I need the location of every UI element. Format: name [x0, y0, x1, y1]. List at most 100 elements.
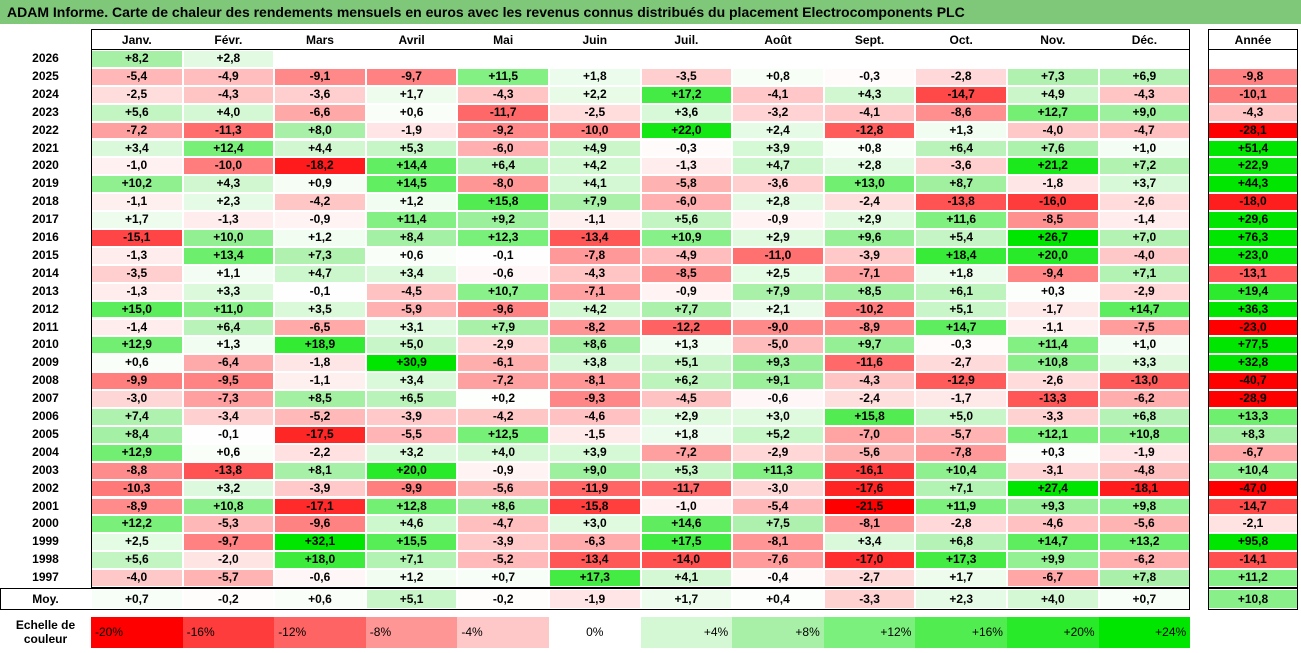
- heatmap-cell: +3,4: [366, 265, 457, 282]
- month-header: Nov.: [1040, 33, 1066, 47]
- heatmap-cell: +8,6: [458, 498, 548, 515]
- heatmap-cell: -0,6: [733, 391, 823, 407]
- heatmap-cell: +10,8: [1008, 355, 1098, 372]
- heatmap-cell: -3,4: [183, 409, 274, 425]
- heatmap-cell: +11,3: [733, 462, 823, 479]
- year-label: 2013: [32, 283, 59, 298]
- annual-cell: +44,3: [1209, 176, 1297, 193]
- heatmap-cell: -2,7: [916, 355, 1006, 372]
- heatmap-cell: -5,4: [733, 498, 823, 515]
- heatmap-cell: -8,5: [1008, 212, 1098, 228]
- average-cell: +5,1: [366, 590, 457, 608]
- heatmap-cell: -6,5: [275, 319, 365, 336]
- heatmap-cell: +10,9: [641, 230, 732, 246]
- heatmap-cell: [641, 51, 732, 67]
- heatmap-cell: -6,1: [458, 355, 548, 372]
- heatmap-cell: -13,8: [916, 194, 1006, 211]
- heatmap-cell: +8,0: [275, 122, 365, 139]
- heatmap-cell: +2,4: [733, 122, 823, 139]
- heatmap-cell: +3,8: [550, 355, 640, 372]
- heatmap-cell: -5,6: [1099, 516, 1190, 533]
- heatmap-cell: -1,0: [641, 498, 732, 515]
- year-label: 2012: [32, 301, 59, 316]
- heatmap-cell: -9,1: [275, 68, 365, 85]
- heatmap-cell: +13,0: [824, 176, 915, 193]
- heatmap-cell: -3,2: [733, 104, 823, 121]
- heatmap-cell: +12,3: [458, 230, 548, 246]
- average-cell: -1,9: [550, 590, 640, 608]
- heatmap-cell: -5,0: [733, 337, 823, 354]
- heatmap-cell: +4,6: [366, 516, 457, 533]
- average-cell: -3,3: [824, 590, 915, 608]
- heatmap-cell: +20,0: [366, 462, 457, 479]
- annual-cell: -13,1: [1209, 265, 1297, 282]
- heatmap-cell: -4,3: [183, 86, 274, 103]
- heatmap-cell: +8,1: [275, 462, 365, 479]
- heatmap-cell: +32,1: [275, 534, 365, 551]
- heatmap-cell: -3,9: [824, 247, 915, 264]
- heatmap-cell: +6,4: [916, 140, 1006, 157]
- heatmap-cell: +4,2: [550, 158, 640, 175]
- heatmap-cell: +1,8: [550, 68, 640, 85]
- heatmap-cell: +8,4: [92, 426, 182, 443]
- heatmap-cell: +3,4: [92, 140, 182, 157]
- heatmap-cell: +6,8: [1099, 409, 1190, 425]
- heatmap-cell: -11,6: [824, 355, 915, 372]
- heatmap-cell: -4,8: [1099, 462, 1190, 479]
- heatmap-cell: -6,4: [183, 355, 274, 372]
- heatmap-cell: -5,5: [366, 426, 457, 443]
- color-scale-swatch: 0%: [549, 617, 641, 648]
- heatmap-cell: -1,4: [92, 319, 182, 336]
- heatmap-cell: -11,3: [183, 122, 274, 139]
- annual-cell: -10,1: [1209, 86, 1297, 103]
- heatmap-cell: -2,4: [824, 194, 915, 211]
- heatmap-cell: +3,4: [366, 373, 457, 390]
- heatmap-cell: +2,3: [183, 194, 274, 211]
- year-label: 2000: [32, 516, 59, 531]
- year-label: 1999: [32, 534, 59, 549]
- heatmap-cell: +9,3: [733, 355, 823, 372]
- heatmap-cell: +14,5: [366, 176, 457, 193]
- heatmap-cell: +3,5: [275, 301, 365, 318]
- heatmap-cell: +1,2: [366, 194, 457, 211]
- heatmap-cell: -14,0: [641, 552, 732, 569]
- heatmap-cell: -2,6: [1008, 373, 1098, 390]
- heatmap-cell: [1008, 51, 1098, 67]
- annual-cell: +13,3: [1209, 409, 1297, 425]
- heatmap-cell: -5,6: [458, 480, 548, 497]
- heatmap-cell: -2,5: [550, 104, 640, 121]
- heatmap-cell: [366, 51, 457, 67]
- heatmap-cell: +10,8: [1099, 426, 1190, 443]
- heatmap-cell: +7,1: [916, 480, 1006, 497]
- heatmap-cell: -4,3: [458, 86, 548, 103]
- heatmap-cell: +11,9: [916, 498, 1006, 515]
- heatmap-cell: -9,9: [92, 373, 182, 390]
- average-cell: +0,7: [92, 590, 182, 608]
- heatmap-cell: -4,2: [275, 194, 365, 211]
- heatmap-cell: -18,1: [1099, 480, 1190, 497]
- heatmap-cell: -3,3: [1008, 409, 1098, 425]
- annual-cell: +51,4: [1209, 140, 1297, 157]
- year-label: 2020: [32, 158, 59, 173]
- heatmap-cell: +7,2: [1099, 158, 1190, 175]
- heatmap-cell: +8,7: [916, 176, 1006, 193]
- average-cell: +0,4: [733, 590, 823, 608]
- heatmap-cell: [733, 51, 823, 67]
- heatmap-cell: -1,3: [641, 158, 732, 175]
- heatmap-cell: +9,2: [458, 212, 548, 228]
- annual-cell: +19,4: [1209, 283, 1297, 300]
- heatmap-cell: -5,7: [916, 426, 1006, 443]
- heatmap-cell: -1,7: [916, 391, 1006, 407]
- heatmap-cell: -5,4: [92, 68, 182, 85]
- year-label: 2016: [32, 230, 59, 244]
- heatmap-cell: +8,2: [92, 51, 182, 67]
- heatmap-cell: +2,1: [733, 301, 823, 318]
- heatmap-cell: +17,3: [916, 552, 1006, 569]
- heatmap-cell: -6,7: [1008, 570, 1098, 586]
- heatmap-cell: +12,4: [183, 140, 274, 157]
- heatmap-cell: +12,9: [92, 337, 182, 354]
- heatmap-cell: +9,3: [1008, 498, 1098, 515]
- heatmap-cell: -6,0: [458, 140, 548, 157]
- heatmap-cell: +4,0: [458, 444, 548, 461]
- heatmap-cell: -0,1: [183, 426, 274, 443]
